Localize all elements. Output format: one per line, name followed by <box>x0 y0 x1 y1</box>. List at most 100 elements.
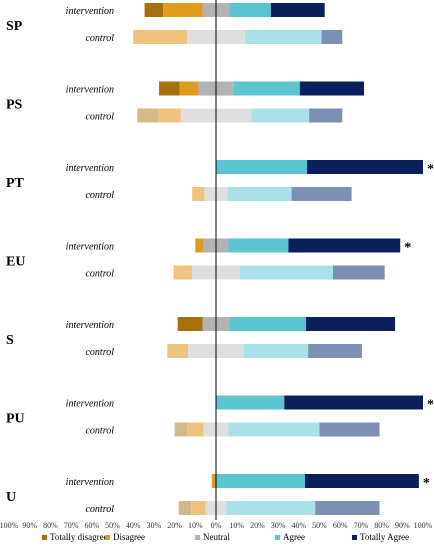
row-label-control: control <box>85 112 114 123</box>
bar-segment-agree <box>244 30 322 44</box>
x-tick-label: 30% <box>271 521 286 530</box>
significance-marker: * <box>427 162 434 177</box>
row-label-control: control <box>85 269 114 280</box>
bar-segment-totally-disagree <box>144 3 164 17</box>
bar-segment-totally-agree <box>308 344 362 358</box>
bar-segment-agree <box>216 160 308 174</box>
x-axis-ticks: 100% 90% 80% 70% 60% 50% 40% 30% 20% 10% 0% 10% 20% 3… <box>0 521 433 530</box>
x-tick-label: 20% <box>250 521 265 530</box>
significance-marker: * <box>423 476 430 491</box>
bar-segment-totally-agree <box>307 160 423 174</box>
legend-swatch <box>105 535 110 540</box>
legend-swatch <box>352 535 357 540</box>
row-label-intervention: intervention <box>66 85 114 96</box>
bar-segment-disagree <box>211 474 216 488</box>
row-label-intervention: intervention <box>66 242 114 253</box>
bar-segment-agree <box>229 317 307 331</box>
legend-swatch <box>195 535 200 540</box>
bar-segment-totally-agree <box>315 501 380 515</box>
bar-segment-disagree <box>163 3 203 17</box>
bar-segment-agree <box>243 344 309 358</box>
bar-segment-agree <box>216 395 285 410</box>
x-tick-label: 80% <box>374 521 389 530</box>
bar-segment-agree <box>233 81 300 96</box>
bar-segment-totally-disagree <box>177 317 203 331</box>
x-tick-label: 30% <box>147 521 162 530</box>
bar-segment-totally-disagree <box>159 81 180 96</box>
row-label-control: control <box>85 504 114 515</box>
row-label-control: control <box>85 33 114 44</box>
bar-segment-agree <box>229 3 271 17</box>
bar-segment-totally-disagree <box>178 501 192 515</box>
legend-swatch <box>275 535 280 540</box>
bar-segment-totally-agree <box>291 187 352 201</box>
bar-segment-agree <box>228 422 320 437</box>
x-tick-label: 50% <box>312 521 327 530</box>
bar-segment-agree <box>251 108 310 123</box>
x-tick-label: 60% <box>84 521 99 530</box>
bar-segment-agree <box>227 187 292 201</box>
legend-label: Neutral <box>203 532 230 542</box>
bar-segment-totally-agree <box>319 422 380 437</box>
significance-marker: * <box>427 398 434 413</box>
bar-segment-totally-agree <box>306 317 396 331</box>
bar-segment-totally-agree <box>284 395 423 410</box>
bar-segment-disagree <box>133 30 188 44</box>
x-tick-label: 20% <box>167 521 182 530</box>
labels-layer: SP intervention control PS intervention contr… <box>6 6 434 515</box>
bar-segment-totally-agree <box>309 108 343 123</box>
row-label-control: control <box>85 426 114 437</box>
x-tick-label: 90% <box>395 521 410 530</box>
bar-segment-totally-agree <box>270 3 325 17</box>
bar-segment-agree <box>226 501 316 515</box>
significance-marker: * <box>404 241 411 256</box>
bar-segment-totally-agree <box>288 238 401 253</box>
group-label-ps: PS <box>6 98 23 113</box>
x-tick-label: 10% <box>229 521 244 530</box>
x-tick-label: 50% <box>105 521 120 530</box>
x-tick-label: 80% <box>43 521 58 530</box>
bar-segment-totally-agree <box>332 265 385 280</box>
row-label-control: control <box>85 190 114 201</box>
group-label-sp: SP <box>6 19 23 34</box>
x-tick-label: 40% <box>291 521 306 530</box>
bar-segment-disagree <box>192 187 205 201</box>
row-label-intervention: intervention <box>66 6 114 17</box>
bar-segment-disagree <box>173 265 193 280</box>
x-tick-label: 70% <box>354 521 369 530</box>
bar-segment-agree <box>228 238 289 253</box>
legend-label: Totally Agree <box>360 532 409 542</box>
bar-segment-disagree <box>167 344 189 358</box>
bar-segment-agree <box>239 265 333 280</box>
bar-segment-disagree <box>191 501 206 515</box>
group-label-u: U <box>6 490 16 505</box>
bar-segment-disagree <box>158 108 181 123</box>
bar-segment-totally-disagree <box>174 422 188 437</box>
group-label-pu: PU <box>6 412 25 427</box>
legend-label: Agree <box>283 532 305 542</box>
legend-swatch <box>42 535 47 540</box>
bars-layer <box>133 3 423 515</box>
x-tick-label: 90% <box>22 521 37 530</box>
bar-segment-totally-agree <box>305 474 419 488</box>
bar-segment-disagree <box>187 422 204 437</box>
bar-segment-agree <box>216 474 306 488</box>
legend: Totally disagree Disagree Neutral Agree Tota… <box>42 532 409 542</box>
group-label-eu: EU <box>6 255 25 270</box>
row-label-control: control <box>85 347 114 358</box>
x-tick-label: 0% <box>211 521 222 530</box>
bar-segment-disagree <box>195 238 204 253</box>
bar-segment-disagree <box>179 81 199 96</box>
bar-segment-totally-disagree <box>137 108 159 123</box>
group-label-s: S <box>6 333 14 348</box>
bar-segment-totally-agree <box>299 81 364 96</box>
x-tick-label: 60% <box>333 521 348 530</box>
row-label-intervention: intervention <box>66 399 114 410</box>
row-label-intervention: intervention <box>66 477 114 488</box>
x-tick-label: 100% <box>0 521 19 530</box>
bar-segment-totally-agree <box>321 30 343 44</box>
row-label-intervention: intervention <box>66 320 114 331</box>
x-tick-label: 10% <box>188 521 203 530</box>
row-label-intervention: intervention <box>66 163 114 174</box>
x-tick-label: 40% <box>126 521 141 530</box>
